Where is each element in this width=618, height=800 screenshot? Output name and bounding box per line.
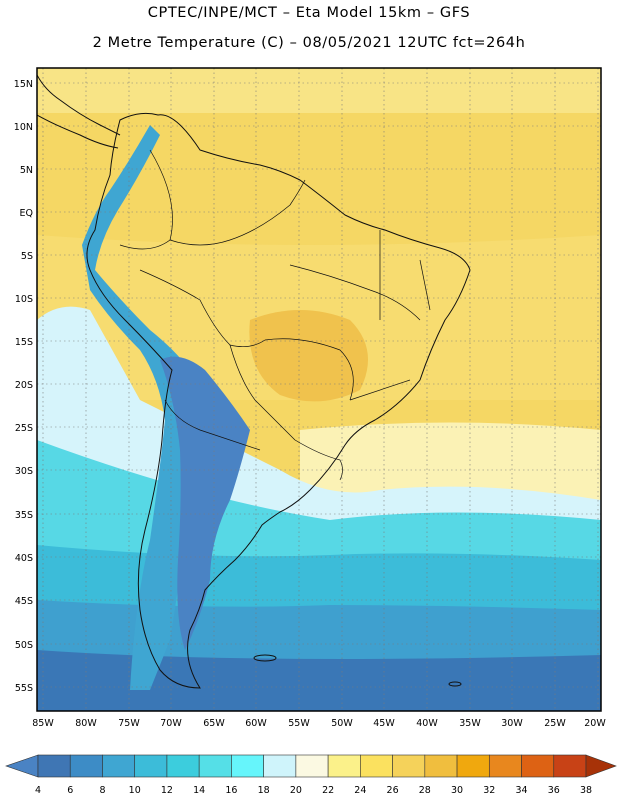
lon-label: 35W bbox=[459, 718, 481, 729]
colorbar-bin bbox=[360, 754, 393, 778]
lat-label: 5S bbox=[21, 251, 33, 262]
title-line-2: 2 Metre Temperature (C) – 08/05/2021 12U… bbox=[92, 35, 526, 51]
colorbar-bin bbox=[553, 754, 587, 778]
lat-label: 55S bbox=[15, 683, 33, 694]
field-north bbox=[37, 68, 601, 113]
lon-label: 45W bbox=[373, 718, 395, 729]
lat-label: 10N bbox=[14, 122, 33, 133]
colorbar-high-arrow bbox=[585, 754, 617, 778]
colorbar-bin bbox=[488, 754, 522, 778]
colorbar-bin bbox=[456, 754, 490, 778]
lon-label: 30W bbox=[501, 718, 523, 729]
lat-label: 15N bbox=[14, 79, 33, 90]
latitude-labels: 15N 10N 5N EQ 5S 10S 15S 20S 25S 30S 35S… bbox=[14, 79, 33, 694]
map-field bbox=[37, 68, 601, 711]
falkland-islands bbox=[253, 654, 277, 662]
colorbar-bin bbox=[69, 754, 103, 778]
colorbar-bin bbox=[198, 754, 232, 778]
longitude-labels: 85W 80W 75W 70W 65W 60W 55W 50W 45W 40W … bbox=[32, 718, 606, 729]
lon-label: 25W bbox=[544, 718, 566, 729]
lat-label: 45S bbox=[15, 596, 33, 607]
andes-cold-strip bbox=[82, 125, 197, 690]
lon-label: 80W bbox=[75, 718, 97, 729]
colorbar-tick-label: 12 bbox=[161, 785, 173, 796]
lat-label: 5N bbox=[20, 165, 33, 176]
graticule bbox=[37, 68, 601, 711]
lon-label: 55W bbox=[288, 718, 310, 729]
colorbar-tick-label: 16 bbox=[225, 785, 237, 796]
colorbar-tick-label: 14 bbox=[193, 785, 205, 796]
colorbar-tick-label: 36 bbox=[548, 785, 560, 796]
colorbar-tick-label: 38 bbox=[580, 785, 592, 796]
lon-label: 20W bbox=[584, 718, 606, 729]
country-borders bbox=[119, 149, 431, 481]
lat-label: 15S bbox=[15, 337, 33, 348]
colorbar-bin bbox=[392, 754, 426, 778]
colorbar-tick-label: 32 bbox=[483, 785, 495, 796]
colorbar-bin bbox=[263, 754, 297, 778]
field-far-south bbox=[37, 650, 601, 711]
coastline-south-america bbox=[86, 112, 471, 689]
lon-label: 65W bbox=[203, 718, 225, 729]
lat-label: 40S bbox=[15, 553, 33, 564]
colorbar-bin bbox=[231, 754, 264, 778]
lat-label: 20S bbox=[15, 380, 33, 391]
lon-label: 70W bbox=[160, 718, 182, 729]
lat-label: 50S bbox=[15, 640, 33, 651]
map-frame bbox=[36, 67, 602, 712]
lat-label: 30S bbox=[15, 466, 33, 477]
lon-label: 75W bbox=[118, 718, 140, 729]
lon-label: 60W bbox=[245, 718, 267, 729]
coastline-central-america bbox=[37, 74, 121, 149]
colorbar-tick-label: 24 bbox=[354, 785, 366, 796]
south-georgia bbox=[448, 681, 462, 687]
title-line-1: CPTEC/INPE/MCT – Eta Model 15km – GFS bbox=[147, 5, 471, 21]
colorbar-tick-label: 34 bbox=[515, 785, 527, 796]
colorbar-tick-label: 26 bbox=[387, 785, 399, 796]
colorbar-tick-label: 18 bbox=[258, 785, 270, 796]
lat-label: 35S bbox=[15, 510, 33, 521]
lat-label: EQ bbox=[20, 208, 33, 219]
colorbar-tick-label: 30 bbox=[451, 785, 463, 796]
colorbar-tick-label: 28 bbox=[419, 785, 431, 796]
patagonia-cold bbox=[160, 356, 250, 650]
lon-label: 50W bbox=[331, 718, 353, 729]
colorbar-tick-label: 10 bbox=[129, 785, 141, 796]
colorbar-bin bbox=[102, 754, 136, 778]
lon-label: 85W bbox=[32, 718, 54, 729]
colorbar-bin bbox=[37, 754, 71, 778]
colorbar-bin bbox=[327, 754, 361, 778]
lon-label: 40W bbox=[416, 718, 438, 729]
colorbar-bin bbox=[521, 754, 555, 778]
field-subtropic-ocean bbox=[300, 422, 601, 505]
colorbar-tick-label: 4 bbox=[35, 785, 41, 796]
colorbar-bin bbox=[166, 754, 200, 778]
colorbar-tick-label: 20 bbox=[290, 785, 302, 796]
lat-label: 10S bbox=[15, 294, 33, 305]
colorbar-bin bbox=[295, 754, 329, 778]
warm-core bbox=[249, 310, 368, 402]
colorbar-tick-label: 8 bbox=[99, 785, 105, 796]
colorbar-tick-label: 6 bbox=[67, 785, 73, 796]
colorbar-tick-label: 22 bbox=[322, 785, 334, 796]
colorbar: 4 6 8 10 12 14 16 18 20 22 24 26 28 30 32 34 36 38 bbox=[5, 754, 617, 796]
colorbar-low-arrow bbox=[5, 754, 39, 778]
colorbar-bin bbox=[134, 754, 168, 778]
colorbar-bin bbox=[424, 754, 458, 778]
lat-label: 25S bbox=[15, 423, 33, 434]
